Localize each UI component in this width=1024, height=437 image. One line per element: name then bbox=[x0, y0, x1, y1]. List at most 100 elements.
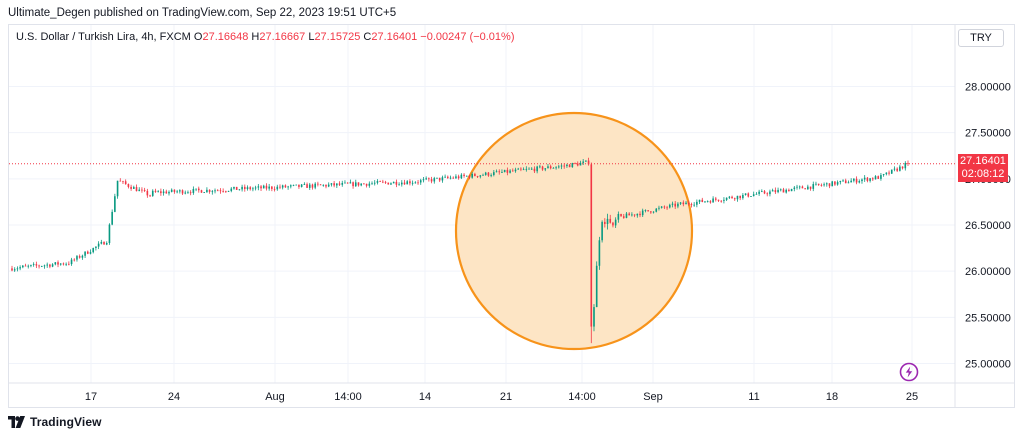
candle-body bbox=[371, 183, 373, 185]
candle-body bbox=[468, 175, 471, 178]
candle-body bbox=[300, 184, 303, 187]
y-tick-label: 28.00000 bbox=[965, 82, 1011, 94]
candle-body bbox=[574, 163, 576, 164]
highlight-circle bbox=[454, 111, 694, 351]
candle-body bbox=[281, 185, 284, 188]
close-value: 27.16401 bbox=[371, 31, 418, 43]
candle-body bbox=[62, 263, 65, 265]
candle-body bbox=[503, 169, 506, 173]
candle-body bbox=[823, 184, 825, 186]
candle-body bbox=[633, 214, 636, 216]
candle-body bbox=[904, 163, 907, 169]
candle-body bbox=[57, 262, 59, 265]
x-tick-label: 18 bbox=[826, 391, 838, 403]
candle-body bbox=[717, 199, 720, 201]
candle-body bbox=[785, 189, 787, 193]
candle-body bbox=[641, 210, 644, 216]
candle-body bbox=[165, 191, 168, 194]
candle-body bbox=[834, 181, 836, 185]
y-tick-label: 26.50000 bbox=[965, 220, 1011, 232]
candle-body bbox=[330, 183, 333, 185]
candle-body bbox=[409, 181, 411, 184]
candle-body bbox=[733, 198, 736, 200]
candle-body bbox=[484, 172, 487, 175]
candle-body bbox=[644, 210, 647, 211]
candle-body bbox=[95, 246, 97, 248]
candle-body bbox=[197, 188, 200, 191]
chart-frame[interactable] bbox=[8, 24, 1015, 408]
candle-body bbox=[761, 191, 763, 193]
candle-body bbox=[447, 176, 449, 178]
candle-body bbox=[422, 179, 425, 181]
x-tick-label: 25 bbox=[906, 391, 918, 403]
candle-body bbox=[807, 186, 809, 190]
candle-body bbox=[869, 178, 871, 181]
candle-body bbox=[68, 263, 70, 265]
candle-body bbox=[54, 262, 57, 265]
candle-body bbox=[40, 266, 43, 267]
candle-body bbox=[820, 184, 823, 186]
candle-body bbox=[116, 180, 119, 197]
candle-body bbox=[135, 187, 138, 192]
candle-body bbox=[844, 180, 847, 184]
publisher-text: Ultimate_Degen published on TradingView.… bbox=[8, 7, 397, 19]
footer: TradingView bbox=[8, 414, 102, 430]
candle-body bbox=[871, 178, 874, 180]
candle-body bbox=[303, 184, 306, 185]
candle-body bbox=[563, 165, 566, 167]
candle-body bbox=[395, 181, 398, 185]
candle-body bbox=[593, 307, 595, 327]
high-value: 27.16667 bbox=[259, 31, 306, 43]
candle-body bbox=[414, 182, 417, 184]
candle-body bbox=[170, 189, 173, 192]
candle-body bbox=[187, 192, 189, 194]
footer-brand[interactable]: TradingView bbox=[30, 415, 102, 429]
x-tick-label: Sep bbox=[643, 391, 663, 403]
candle-body bbox=[687, 202, 690, 205]
candle-body bbox=[154, 190, 157, 192]
candle-body bbox=[490, 174, 492, 176]
candle-body bbox=[801, 186, 804, 189]
candle-body bbox=[552, 167, 555, 169]
candle-body bbox=[333, 183, 335, 186]
candle-body bbox=[525, 168, 528, 170]
candle-body bbox=[105, 242, 108, 245]
candle-body bbox=[76, 256, 78, 260]
candle-body bbox=[530, 168, 533, 170]
candle-body bbox=[206, 189, 208, 193]
candle-body bbox=[322, 184, 325, 186]
candle-body bbox=[327, 184, 330, 187]
candle-body bbox=[793, 187, 796, 190]
candle-body bbox=[417, 182, 419, 184]
candle-body bbox=[376, 181, 379, 183]
candle-body bbox=[30, 264, 32, 266]
candle-body bbox=[290, 185, 292, 187]
candle-body bbox=[885, 172, 888, 175]
candle-body bbox=[162, 191, 165, 194]
candle-body bbox=[127, 184, 130, 187]
candle-body bbox=[796, 186, 798, 188]
currency-button[interactable]: TRY bbox=[958, 29, 1004, 47]
candle-body bbox=[168, 191, 170, 194]
candle-body bbox=[308, 184, 311, 188]
candle-body bbox=[157, 191, 159, 193]
candle-body bbox=[582, 161, 584, 163]
candle-body bbox=[43, 265, 46, 267]
candle-body bbox=[465, 175, 468, 177]
candle-body bbox=[474, 173, 476, 177]
candle-body bbox=[576, 163, 579, 166]
candle-body bbox=[51, 264, 54, 267]
candle-body bbox=[225, 191, 227, 193]
candle-body bbox=[11, 268, 13, 271]
change-value: −0.00247 (−0.01%) bbox=[420, 31, 515, 43]
candle-body bbox=[539, 166, 541, 168]
candle-body bbox=[815, 183, 817, 185]
price-chart[interactable]: 28.0000027.5000027.0000026.5000026.00000… bbox=[0, 0, 1024, 410]
candle-body bbox=[874, 176, 877, 180]
y-tick-label: 27.50000 bbox=[965, 128, 1011, 140]
candle-body bbox=[379, 181, 381, 182]
x-tick-label: 14:00 bbox=[334, 391, 362, 403]
candle-body bbox=[436, 177, 438, 179]
lightning-bolt-icon[interactable] bbox=[899, 362, 919, 382]
candle-body bbox=[59, 263, 62, 265]
